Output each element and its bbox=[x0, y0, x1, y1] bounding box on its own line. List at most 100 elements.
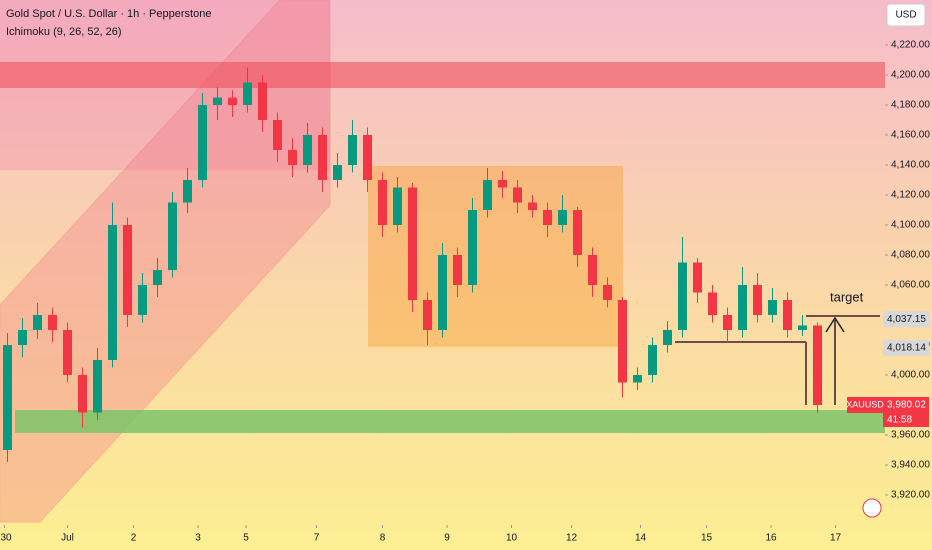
y-tick-label: 4,080.00 bbox=[891, 250, 930, 261]
candle-body bbox=[273, 120, 282, 150]
candle-body bbox=[453, 255, 462, 285]
candle-body bbox=[783, 300, 792, 330]
candle-body bbox=[33, 315, 42, 330]
candle-body bbox=[3, 345, 12, 450]
currency-box bbox=[886, 3, 926, 27]
candle-body bbox=[408, 187, 417, 300]
price-label-box bbox=[883, 311, 929, 328]
y-tick-label: 3,920.00 bbox=[891, 490, 930, 501]
candle-body bbox=[348, 135, 357, 165]
range-box bbox=[368, 166, 623, 347]
y-tick-label: 4,180.00 bbox=[891, 100, 930, 111]
candle-body bbox=[108, 225, 117, 360]
countdown: 41:58 bbox=[887, 415, 912, 426]
candle-body bbox=[258, 82, 267, 120]
symbol: XAUUSD bbox=[846, 399, 884, 409]
candle-body bbox=[198, 105, 207, 180]
x-tick-label: 17 bbox=[830, 533, 842, 544]
x-tick-label: 7 bbox=[314, 533, 320, 544]
y-tick-label: 4,160.00 bbox=[891, 130, 930, 141]
candle-body bbox=[468, 210, 477, 285]
x-tick-label: 10 bbox=[506, 533, 518, 544]
candle-body bbox=[483, 180, 492, 210]
candle-body bbox=[708, 292, 717, 315]
resistance-zone bbox=[0, 62, 885, 88]
candle-body bbox=[228, 97, 237, 105]
y-tick-label: 3,940.00 bbox=[891, 460, 930, 471]
candle-body bbox=[243, 82, 252, 105]
y-tick-label: 4,060.00 bbox=[891, 280, 930, 291]
candle-body bbox=[693, 262, 702, 293]
candle-body bbox=[423, 300, 432, 330]
x-tick-label: Jul bbox=[61, 533, 74, 544]
candle-body bbox=[663, 330, 672, 345]
y-tick-label: 4,000.00 bbox=[891, 370, 930, 381]
support-zone bbox=[15, 410, 885, 433]
price-label: 3,980.02 bbox=[887, 400, 926, 411]
candle-body bbox=[723, 315, 732, 330]
candle-body bbox=[48, 315, 57, 330]
x-tick-label: 15 bbox=[701, 533, 713, 544]
candle-body bbox=[183, 180, 192, 203]
candle-body bbox=[153, 270, 162, 285]
x-tick-label: 5 bbox=[243, 533, 249, 544]
y-tick-label: 4,220.00 bbox=[891, 40, 930, 51]
candle-body bbox=[168, 202, 177, 270]
candle-body bbox=[138, 285, 147, 315]
y-tick-label: 4,200.00 bbox=[891, 70, 930, 81]
candle-body bbox=[438, 255, 447, 330]
candle-body bbox=[333, 165, 342, 180]
candle-body bbox=[378, 180, 387, 225]
candle-body bbox=[573, 210, 582, 255]
candle-body bbox=[288, 150, 297, 165]
price-label-box bbox=[883, 339, 929, 356]
x-tick-label: 30 bbox=[0, 533, 12, 544]
candle-body bbox=[63, 330, 72, 375]
indicator-label: Ichimoku (9, 26, 52, 26) bbox=[6, 26, 122, 38]
y-tick-label: 3,960.00 bbox=[891, 430, 930, 441]
candle-body bbox=[768, 300, 777, 315]
candle-body bbox=[648, 345, 657, 375]
price-label-box bbox=[883, 396, 929, 413]
candle-body bbox=[78, 375, 87, 413]
x-tick-label: 14 bbox=[635, 533, 647, 544]
candle-body bbox=[513, 187, 522, 203]
x-tick-label: 16 bbox=[765, 533, 777, 544]
x-tick-label: 2 bbox=[131, 533, 137, 544]
countdown-box bbox=[883, 412, 929, 427]
candle-body bbox=[738, 285, 747, 330]
x-tick-label: 3 bbox=[195, 533, 201, 544]
candle-body bbox=[18, 330, 27, 345]
candle-body bbox=[603, 285, 612, 300]
price-label: 4,018.14 bbox=[887, 342, 926, 353]
x-tick-label: 12 bbox=[566, 533, 578, 544]
y-tick-label: 4,140.00 bbox=[891, 160, 930, 171]
annotation: target bbox=[830, 289, 864, 304]
symbol-box bbox=[847, 396, 883, 413]
candle-body bbox=[363, 135, 372, 180]
x-tick-label: 8 bbox=[380, 533, 386, 544]
currency: USD bbox=[895, 10, 916, 21]
candle-body bbox=[93, 360, 102, 413]
candle-body bbox=[633, 375, 642, 383]
chart-title: Gold Spot / U.S. Dollar · 1h · Peppersto… bbox=[6, 8, 211, 20]
candle-body bbox=[753, 285, 762, 315]
y-tick-label: 4,120.00 bbox=[891, 190, 930, 201]
candle-body bbox=[813, 325, 822, 405]
candle-body bbox=[798, 325, 807, 330]
candle-body bbox=[543, 210, 552, 225]
flag-icon[interactable] bbox=[862, 498, 882, 518]
candle-body bbox=[498, 180, 507, 188]
candle-body bbox=[588, 255, 597, 285]
y-tick-label: 4,100.00 bbox=[891, 220, 930, 231]
price-label: 4,037.15 bbox=[887, 314, 926, 325]
candle-body bbox=[303, 135, 312, 165]
candle-body bbox=[618, 300, 627, 383]
candle-body bbox=[393, 187, 402, 225]
candle-body bbox=[213, 97, 222, 105]
candle-body bbox=[558, 210, 567, 225]
arrow-head bbox=[825, 316, 845, 333]
candle-body bbox=[678, 262, 687, 330]
candle-body bbox=[123, 225, 132, 315]
